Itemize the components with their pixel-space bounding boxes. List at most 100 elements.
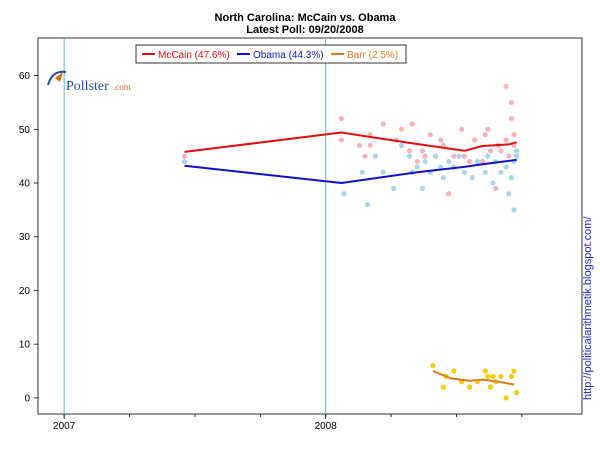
mccain-point-20: [451, 153, 457, 159]
obama-point-19: [456, 153, 462, 159]
mccain-point-22: [461, 153, 467, 159]
barr-point-14: [508, 373, 514, 379]
legend-label-barr: Barr (2.5%): [347, 50, 398, 61]
barr-trend-line: [432, 370, 515, 386]
mccain-point-26: [482, 132, 488, 138]
obama-point-11: [419, 185, 426, 191]
mccain-point-35: [508, 115, 514, 122]
mccain-point-19: [446, 191, 452, 197]
mccain-point-21: [459, 126, 465, 132]
legend-label-mccain: McCain (47.6%): [158, 50, 230, 61]
obama-point-3: [364, 201, 371, 208]
obama-point-17: [446, 158, 452, 165]
barr-point-16: [514, 389, 520, 396]
mccain-point-27: [485, 126, 491, 132]
mccain-point-0: [181, 153, 188, 159]
mccain-point-13: [419, 148, 426, 154]
barr-point-15: [511, 368, 517, 374]
obama-point-4: [372, 153, 378, 159]
barr-point-5: [466, 384, 473, 390]
barr-point-13: [503, 395, 509, 401]
y-tick-label-60: 60: [19, 71, 31, 82]
mccain-point-12: [414, 158, 420, 165]
legend-box: [135, 44, 407, 64]
mccain-point-25: [480, 158, 486, 165]
obama-point-10: [414, 164, 420, 170]
obama-point-16: [440, 175, 446, 181]
x-tick-label-0: 2007: [53, 421, 76, 432]
obama-point-12: [422, 158, 428, 165]
mccain-point-29: [493, 185, 499, 191]
barr-point-12: [498, 373, 504, 379]
mccain-point-10: [406, 148, 412, 154]
legend-item-obama: Obama (44.3%): [237, 50, 324, 61]
barr-point-9: [487, 384, 494, 390]
mccain-point-2: [338, 137, 344, 143]
legend: McCain (47.6%) Obama (44.3%) Barr (2.5%): [135, 44, 407, 64]
obama-point-27: [498, 169, 504, 175]
mccain-trend-line: [184, 131, 517, 153]
obama-point-33: [514, 153, 520, 159]
y-tick-label-10: 10: [19, 340, 31, 351]
blog-url[interactable]: http://politicalarithmetik.blogspot.com/: [582, 216, 594, 400]
logo-text: Pollster: [66, 79, 109, 94]
obama-point-15: [438, 164, 444, 170]
mccain-point-11: [409, 121, 415, 127]
x-tick-label-1: 2008: [315, 421, 338, 432]
y-tick-label-30: 30: [19, 232, 31, 243]
mccain-point-36: [508, 99, 514, 106]
legend-item-mccain: McCain (47.6%): [142, 50, 230, 61]
obama-point-1: [341, 191, 347, 197]
reference-lines: [63, 38, 327, 414]
obama-point-7: [398, 142, 405, 149]
obama-point-8: [406, 153, 412, 159]
legend-label-obama: Obama (44.3%): [253, 50, 324, 61]
mccain-point-17: [438, 137, 444, 143]
y-tick-label-50: 50: [19, 125, 31, 136]
logo-suffix: .com: [113, 82, 131, 92]
barr-point-10: [490, 373, 496, 379]
barr-point-7: [482, 368, 488, 374]
trend-lines: [184, 131, 517, 386]
obama-point-23: [482, 169, 488, 175]
obama-point-31: [511, 207, 517, 213]
legend-item-barr: Barr (2.5%): [331, 50, 398, 61]
obama-point-34: [514, 148, 520, 154]
obama-point-5: [380, 169, 386, 175]
obama-point-29: [506, 191, 512, 197]
mccain-point-4: [362, 153, 368, 159]
mccain-point-9: [398, 126, 405, 132]
poll-points: [181, 83, 520, 401]
mccain-point-37: [511, 132, 517, 138]
mccain-point-28: [487, 148, 494, 154]
y-tick-label-20: 20: [19, 286, 31, 297]
logo-swoosh-icon: [47, 70, 67, 86]
obama-point-2: [359, 169, 365, 175]
mccain-point-3: [357, 142, 363, 149]
mccain-point-23: [466, 158, 473, 165]
barr-point-1: [440, 384, 446, 390]
obama-point-14: [432, 153, 439, 159]
mccain-point-31: [498, 148, 504, 154]
barr-point-3: [451, 368, 457, 374]
obama-point-20: [461, 169, 467, 175]
mccain-point-33: [503, 137, 509, 143]
obama-point-6: [391, 185, 397, 191]
obama-point-25: [490, 180, 496, 186]
obama-point-22: [474, 158, 480, 165]
pollster-logo: Pollster .com: [47, 70, 131, 94]
obama-point-30: [508, 175, 514, 181]
obama-trend-line: [184, 158, 517, 184]
logo-arrow-icon: [55, 72, 63, 82]
x-axis: 2007 2008: [53, 414, 523, 432]
obama-point-24: [485, 153, 491, 159]
y-tick-label-40: 40: [19, 179, 31, 190]
chart-subtitle: Latest Poll: 09/20/2008: [246, 24, 363, 36]
barr-point-8: [485, 373, 491, 379]
mccain-point-5: [367, 142, 373, 149]
plot-area: [37, 37, 583, 415]
mccain-point-32: [503, 83, 509, 89]
obama-point-0: [181, 158, 188, 165]
obama-point-28: [503, 164, 509, 170]
